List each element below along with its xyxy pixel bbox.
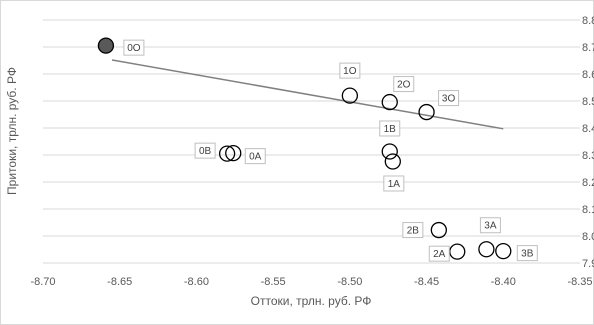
data-point (341, 87, 359, 104)
point-label: 1O (343, 66, 357, 77)
point-label: 2A (433, 249, 446, 260)
data-point (478, 241, 495, 258)
data-point (218, 145, 236, 162)
data-point (225, 144, 242, 162)
data-point (449, 243, 466, 260)
point-label: 1B (384, 124, 397, 135)
y-tick-label: 8.70 (582, 42, 594, 54)
data-point (97, 37, 115, 54)
x-tick-label: -8.50 (337, 276, 362, 288)
trendline-group (111, 59, 504, 130)
data-point (495, 242, 512, 260)
data-point (430, 221, 447, 239)
point-label-box (438, 90, 460, 107)
y-tick-label: 8.50 (582, 96, 594, 108)
point-label-box (339, 62, 361, 79)
point-label: 0B (199, 146, 212, 157)
y-tick-label: 8.20 (582, 177, 594, 189)
point-label-box (123, 39, 145, 56)
y-tick-label: 8.00 (582, 231, 594, 243)
y-axis-ticks: 7.90 8.00 8.10 8.20 8.30 8.40 8.50 8.60 8.70 8.80 (582, 15, 594, 270)
x-tick-label: -8.55 (261, 276, 286, 288)
x-tick-label: -8.45 (414, 276, 439, 288)
point-label-box (428, 245, 450, 262)
data-point (381, 143, 398, 160)
data-points (97, 37, 512, 260)
data-point (381, 93, 398, 111)
point-label-box (479, 217, 501, 234)
point-label: 3O (442, 94, 456, 105)
point-label: 0A (249, 152, 262, 163)
point-label-box (194, 142, 216, 159)
y-tick-label: 8.10 (582, 204, 594, 216)
y-tick-label: 8.30 (582, 150, 594, 162)
point-label: 2O (397, 80, 411, 91)
y-tick-label: 8.60 (582, 69, 594, 81)
point-label: 1A (388, 179, 401, 190)
x-tick-label: -8.60 (184, 276, 209, 288)
y-tick-label: 8.80 (582, 15, 594, 27)
data-point (418, 103, 435, 121)
x-tick-label: -8.70 (30, 276, 55, 288)
point-label: 0O (127, 43, 141, 54)
point-label-box (379, 120, 401, 137)
x-tick-label: -8.40 (491, 276, 516, 288)
point-label-box (402, 222, 424, 239)
x-axis-ticks: -8.70 -8.65 -8.60 -8.55 -8.50 -8.45 -8.40 -8.35 (30, 276, 592, 288)
data-point (384, 153, 401, 170)
point-label: 3A (484, 221, 497, 232)
y-axis-title: Притоки, трлн. руб. РФ (5, 67, 19, 195)
x-axis-title: Оттоки, трлн. руб. РФ (251, 294, 372, 308)
point-label: 2B (407, 226, 420, 237)
trendline (111, 59, 504, 130)
x-tick-label: -8.35 (567, 276, 592, 288)
point-label: 3B (521, 249, 534, 260)
point-label-box (383, 175, 405, 192)
point-label-box (244, 148, 266, 165)
y-tick-label: 7.90 (582, 258, 594, 270)
x-tick-label: -8.65 (107, 276, 132, 288)
point-label-box (516, 245, 538, 262)
point-labels: 0O 1O 2O 3O 0B 0A 1B 1A 2B 2A 3A 3B (123, 39, 538, 262)
y-tick-label: 8.40 (582, 123, 594, 135)
point-label-box (393, 76, 415, 93)
